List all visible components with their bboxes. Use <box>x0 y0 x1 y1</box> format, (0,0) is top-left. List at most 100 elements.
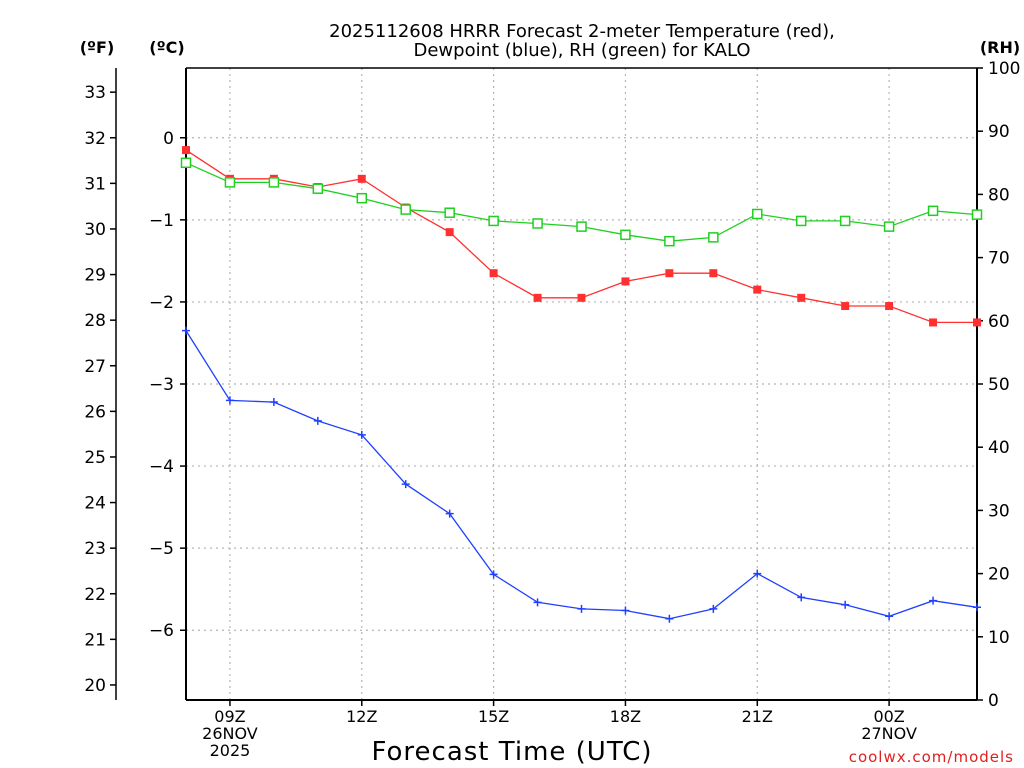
fahrenheit-tick-label: 23 <box>84 539 106 559</box>
rh-tick-label: 30 <box>988 501 1010 521</box>
dewpoint-point <box>885 612 894 621</box>
x-axis-label: Forecast Time (UTC) <box>371 737 652 767</box>
dewpoint-point <box>225 396 234 405</box>
rh-tick-label: 60 <box>988 312 1010 332</box>
rh-tick-label: 40 <box>988 438 1010 458</box>
dewpoint-point <box>753 569 762 578</box>
dewpoint-point <box>445 509 454 518</box>
temperature-point <box>182 146 190 155</box>
rh-point <box>180 157 192 169</box>
fahrenheit-tick-label: 31 <box>84 174 106 194</box>
celsius-tick-label: −1 <box>149 211 174 231</box>
fahrenheit-tick-label: 28 <box>84 311 106 331</box>
dewpoint-point <box>269 398 278 407</box>
rh-point <box>839 215 851 227</box>
rh-tick-label: 50 <box>988 375 1010 395</box>
dewpoint-point <box>182 326 190 335</box>
temperature-point <box>709 269 718 278</box>
celsius-tick-label: −4 <box>149 457 174 477</box>
watermark: coolwx.com/models <box>849 748 1014 766</box>
dewpoint-point <box>709 604 718 613</box>
rh-point <box>532 218 543 229</box>
rh-point <box>708 232 719 243</box>
rh-point <box>268 177 280 188</box>
x-tick-label: 09Z <box>214 707 245 726</box>
fahrenheit-tick-label: 20 <box>84 676 106 696</box>
rh-tick-label: 0 <box>988 691 999 711</box>
celsius-tick-label: −2 <box>149 293 174 313</box>
dewpoint-point <box>357 430 366 439</box>
temperature-point <box>489 269 498 278</box>
rh-point <box>488 215 499 227</box>
dewpoint-point <box>973 603 981 612</box>
rh-tick-label: 90 <box>988 122 1010 142</box>
temperature-point <box>577 293 586 302</box>
dewpoint-point <box>929 596 938 605</box>
dewpoint-point <box>621 606 630 615</box>
temperature-point <box>797 293 806 302</box>
temperature-point <box>885 302 894 311</box>
fahrenheit-tick-label: 22 <box>84 585 106 605</box>
rh-point <box>356 192 368 204</box>
dewpoint-point <box>533 598 542 607</box>
celsius-tick-label: −6 <box>149 621 174 641</box>
rh-point <box>927 205 939 217</box>
fahrenheit-tick-label: 25 <box>84 448 106 468</box>
rh-point <box>971 209 983 220</box>
temperature-point <box>445 228 454 237</box>
celsius-tick-label: 0 <box>163 129 174 149</box>
rh-point <box>312 183 324 194</box>
fahrenheit-tick-label: 29 <box>84 266 106 286</box>
rh-point <box>795 215 807 227</box>
dewpoint-point <box>665 614 674 623</box>
rh-point <box>576 221 587 232</box>
dewpoint-point <box>841 600 850 609</box>
series-layer <box>180 146 983 623</box>
dewpoint-point <box>401 480 410 489</box>
fahrenheit-tick-label: 21 <box>84 630 106 650</box>
rh-tick-label: 100 <box>988 59 1020 79</box>
fahrenheit-tick-label: 32 <box>84 129 106 149</box>
x-tick-label: 00Z <box>873 707 904 726</box>
fahrenheit-tick-label: 33 <box>84 83 106 103</box>
rh-unit-label: (RH) <box>980 38 1020 57</box>
temperature-point <box>621 277 630 286</box>
celsius-tick-label: −5 <box>149 539 174 559</box>
axes: 20 21 22 23 24 25 26 27 28 29 30 31 32 33 0 −1 −2 −3 −4 −5 −… <box>84 59 1020 760</box>
celsius-unit-label: (ºC) <box>149 38 184 57</box>
fahrenheit-unit-label: (ºF) <box>80 38 115 57</box>
rh-point <box>444 207 455 218</box>
rh-tick-label: 20 <box>988 565 1010 585</box>
rh-point <box>400 204 411 215</box>
chart-title-line-1: 2025112608 HRRR Forecast 2-meter Tempera… <box>329 21 835 42</box>
celsius-tick-label: −3 <box>149 375 174 395</box>
rh-point <box>224 177 236 188</box>
temperature-point <box>665 269 674 278</box>
fahrenheit-tick-label: 24 <box>84 494 106 514</box>
rh-point <box>883 221 895 232</box>
x-tick-label: 2025 <box>210 741 251 760</box>
rh-point <box>620 229 631 241</box>
rh-point <box>664 235 675 247</box>
temperature-point <box>973 318 981 327</box>
x-tick-label: 21Z <box>742 707 773 726</box>
temperature-point <box>841 302 850 311</box>
temperature-point <box>929 318 938 327</box>
x-tick-label: 26NOV <box>202 724 258 743</box>
rh-tick-label: 80 <box>988 185 1010 205</box>
chart-title-line-2: Dewpoint (blue), RH (green) for KALO <box>413 40 750 61</box>
x-tick-label: 27NOV <box>861 724 917 743</box>
temperature-point <box>753 285 762 294</box>
rh-point <box>752 208 763 220</box>
fahrenheit-tick-label: 26 <box>84 402 106 422</box>
rh-tick-label: 10 <box>988 628 1010 648</box>
x-tick-label: 12Z <box>346 707 377 726</box>
x-tick-label: 18Z <box>610 707 641 726</box>
dewpoint-point <box>313 416 322 425</box>
temperature-point <box>357 174 366 183</box>
dewpoint-point <box>797 593 806 602</box>
rh-tick-label: 70 <box>988 249 1010 269</box>
fahrenheit-tick-label: 30 <box>84 220 106 240</box>
temperature-point <box>533 293 542 302</box>
